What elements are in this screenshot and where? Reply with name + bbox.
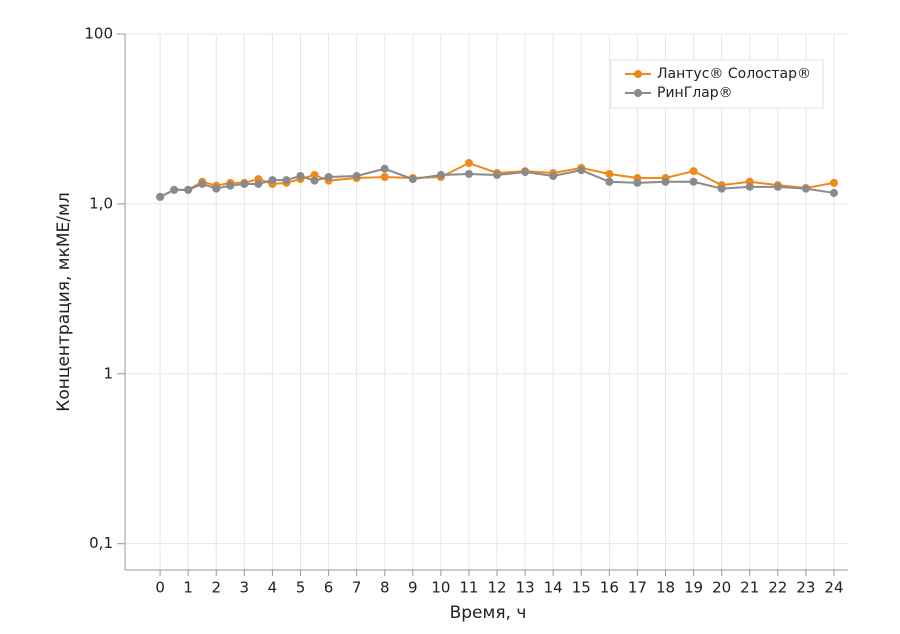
- data-point: [773, 182, 782, 191]
- data-point: [661, 177, 670, 186]
- data-point: [549, 171, 558, 180]
- x-tick-label: 19: [684, 579, 703, 597]
- x-tick-label: 6: [324, 579, 334, 597]
- y-tick-label: 0,1: [89, 534, 113, 552]
- data-point: [310, 176, 319, 185]
- data-point: [464, 159, 473, 168]
- y-tick-label: 1: [103, 364, 113, 382]
- y-axis-label: Концентрация, мкМЕ/мл: [54, 192, 74, 411]
- data-point: [464, 169, 473, 178]
- x-tick-label: 15: [572, 579, 591, 597]
- x-tick-label: 7: [352, 579, 362, 597]
- x-tick-label: 11: [459, 579, 478, 597]
- x-tick-label: 2: [211, 579, 221, 597]
- data-point: [198, 179, 207, 188]
- x-tick-label: 17: [628, 579, 647, 597]
- data-point: [829, 178, 838, 187]
- data-point: [212, 184, 221, 193]
- data-point: [717, 184, 726, 193]
- x-tick-label: 16: [600, 579, 619, 597]
- data-point: [184, 185, 193, 194]
- x-tick-label: 18: [656, 579, 675, 597]
- data-point: [380, 172, 389, 181]
- x-tick-label: 3: [240, 579, 250, 597]
- x-tick-label: 24: [824, 579, 843, 597]
- legend: Лантус® Солостар® РинГлар®: [610, 59, 824, 109]
- data-point: [689, 167, 698, 176]
- data-point: [745, 182, 754, 191]
- data-point: [380, 164, 389, 173]
- data-point: [689, 177, 698, 186]
- data-point: [268, 176, 277, 185]
- data-point: [408, 175, 417, 184]
- y-tick-label: 100: [84, 25, 113, 43]
- data-point: [436, 170, 445, 179]
- x-tick-label: 5: [296, 579, 306, 597]
- legend-marker: [634, 89, 642, 97]
- data-point: [801, 184, 810, 193]
- x-tick-label: 12: [487, 579, 506, 597]
- data-point: [324, 172, 333, 181]
- x-tick-label: 1: [183, 579, 193, 597]
- x-tick-label: 10: [431, 579, 450, 597]
- x-tick-label: 20: [712, 579, 731, 597]
- x-tick-label: 0: [155, 579, 165, 597]
- data-point: [493, 170, 502, 179]
- data-point: [254, 179, 263, 188]
- data-point: [521, 168, 530, 177]
- data-point: [829, 188, 838, 197]
- x-tick-label: 8: [380, 579, 390, 597]
- data-point: [226, 181, 235, 190]
- y-tick-label: 1,0: [89, 194, 113, 212]
- data-point: [282, 176, 291, 185]
- x-tick-label: 21: [740, 579, 759, 597]
- x-tick-label: 4: [268, 579, 278, 597]
- data-point: [156, 192, 165, 201]
- x-tick-label: 13: [516, 579, 535, 597]
- data-point: [240, 179, 249, 188]
- data-point: [170, 185, 179, 194]
- data-point: [352, 171, 361, 180]
- data-point: [310, 170, 319, 179]
- data-point: [605, 169, 614, 178]
- data-point: [296, 171, 305, 180]
- x-tick-label: 22: [768, 579, 787, 597]
- x-tick-label: 14: [544, 579, 563, 597]
- data-point: [577, 166, 586, 175]
- data-point: [605, 177, 614, 186]
- data-point: [633, 178, 642, 187]
- legend-label: РинГлар®: [657, 85, 733, 101]
- x-tick-label: 23: [796, 579, 815, 597]
- legend-label: Лантус® Солостар®: [657, 66, 811, 82]
- legend-box: [610, 59, 824, 109]
- x-axis-label: Время, ч: [450, 603, 527, 623]
- x-tick-label: 9: [408, 579, 418, 597]
- legend-marker: [634, 70, 642, 78]
